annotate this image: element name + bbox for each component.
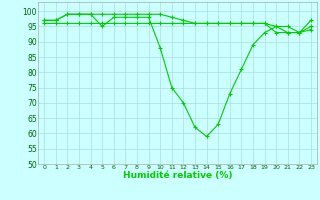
X-axis label: Humidité relative (%): Humidité relative (%) [123, 171, 232, 180]
